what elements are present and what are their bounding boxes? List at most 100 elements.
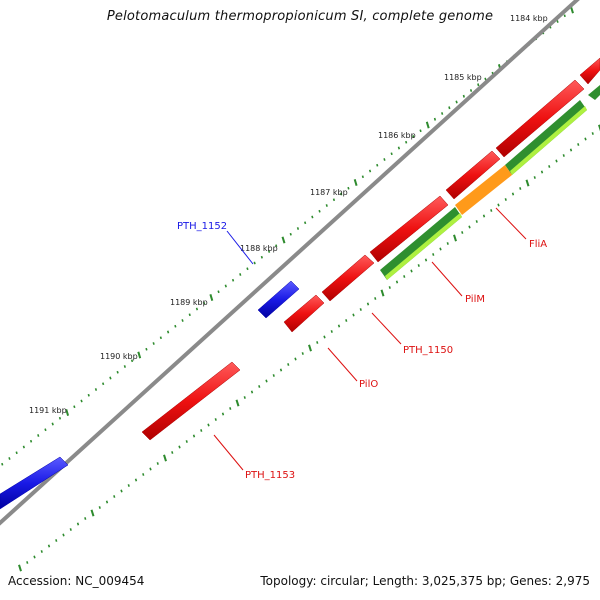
- outer-tick-minor: [224, 284, 227, 288]
- outer-tick-minor: [397, 146, 401, 150]
- callout-pth-1150: [371, 312, 402, 345]
- gene-pilm[interactable]: [369, 195, 449, 263]
- map-title: Pelotomaculum thermopropionicum SI, comp…: [106, 9, 494, 24]
- inner-tick-minor: [439, 247, 442, 251]
- outer-tick-minor: [80, 399, 83, 403]
- inner-tick-major: [380, 289, 385, 297]
- outer-tick-minor: [340, 192, 343, 196]
- inner-tick-minor: [243, 396, 246, 399]
- inner-tick-minor: [316, 341, 319, 344]
- label-flia[interactable]: FliA: [529, 239, 547, 250]
- callout-pilm: [431, 261, 463, 297]
- cds-band-2-light: [510, 106, 587, 175]
- tick-label-1191: 1191 kbp: [29, 406, 67, 415]
- inner-tick-minor: [410, 269, 413, 273]
- accession-text: Accession: NC_009454: [8, 574, 145, 588]
- outer-tick-minor: [469, 89, 473, 92]
- outer-tick-minor: [239, 273, 242, 276]
- outer-tick-minor: [405, 140, 408, 144]
- outer-tick-minor: [311, 215, 314, 219]
- inner-tick-minor: [47, 544, 51, 548]
- callout-flia: [495, 207, 527, 240]
- inner-tick-minor: [569, 148, 573, 152]
- outer-tick-minor: [109, 376, 112, 380]
- inner-tick-minor: [250, 390, 254, 394]
- inner-tick-minor: [134, 478, 138, 482]
- outer-tick-minor: [477, 83, 480, 87]
- inner-tick-minor: [577, 143, 580, 146]
- callout-pth-1152: [226, 230, 254, 265]
- inner-tick-minor: [359, 308, 362, 311]
- inner-tick-minor: [352, 313, 355, 317]
- inner-tick-minor: [258, 385, 261, 388]
- inner-tick-minor: [497, 203, 500, 207]
- outer-tick-minor: [203, 301, 206, 305]
- inner-tick-major: [308, 344, 312, 352]
- outer-tick-minor: [361, 175, 364, 179]
- inner-tick-minor: [417, 264, 420, 267]
- label-pilo[interactable]: PilO: [359, 379, 378, 390]
- outer-tick-minor: [383, 158, 386, 161]
- inner-tick-major: [18, 564, 22, 572]
- inner-tick-minor: [533, 176, 536, 179]
- outer-tick-minor: [166, 330, 170, 334]
- gene-red-5[interactable]: [445, 150, 501, 200]
- outer-tick-minor: [188, 313, 191, 317]
- tick-label-1188: 1188 kbp: [240, 244, 278, 253]
- inner-tick-minor: [294, 357, 297, 361]
- outer-tick-minor: [51, 422, 54, 426]
- outer-tick-minor: [87, 393, 90, 397]
- outer-tick-minor: [556, 20, 559, 23]
- outer-tick-major: [65, 409, 70, 416]
- outer-tick-minor: [37, 434, 40, 437]
- inner-tick-minor: [504, 198, 507, 201]
- inner-tick-minor: [265, 379, 268, 383]
- inner-tick-major: [453, 234, 457, 242]
- inner-tick-minor: [120, 489, 123, 493]
- gene-pth-1150[interactable]: [321, 254, 375, 302]
- inner-tick-minor: [519, 187, 522, 190]
- outer-tick-minor: [347, 186, 350, 190]
- inner-tick-minor: [229, 407, 232, 410]
- genome-summary-text: Topology: circular; Length: 3,025,375 bp…: [260, 574, 590, 588]
- inner-tick-minor: [591, 132, 594, 135]
- cds-band-2: [505, 100, 587, 175]
- inner-tick-minor: [323, 335, 326, 339]
- outer-tick-minor: [181, 319, 184, 322]
- inner-tick-minor: [584, 137, 587, 141]
- outer-tick-minor: [419, 129, 422, 133]
- outer-tick-minor: [22, 445, 25, 449]
- outer-tick-minor: [102, 382, 105, 386]
- outer-tick-minor: [304, 221, 307, 225]
- gene-red-6[interactable]: [495, 79, 585, 158]
- cds-band-1: [380, 207, 462, 280]
- outer-tick-minor: [174, 324, 177, 328]
- tick-label-1186: 1186 kbp: [378, 131, 416, 140]
- gene-red-7[interactable]: [579, 57, 600, 85]
- outer-tick-minor: [390, 152, 393, 156]
- inner-tick-minor: [482, 214, 486, 218]
- inner-tick-minor: [113, 495, 116, 498]
- inner-tick-minor: [69, 528, 72, 531]
- inner-tick-minor: [62, 533, 65, 537]
- gene-pth-1153[interactable]: [141, 361, 241, 441]
- outer-tick-minor: [29, 439, 33, 443]
- outer-tick-minor: [563, 14, 566, 18]
- gene-pilo[interactable]: [283, 294, 325, 333]
- fliA-band: [455, 165, 512, 215]
- inner-tick-minor: [200, 429, 203, 432]
- inner-tick-minor: [468, 225, 471, 229]
- gene-blue-left[interactable]: [0, 456, 69, 510]
- inner-tick-minor: [345, 319, 348, 322]
- gene-pth-1152[interactable]: [257, 280, 300, 319]
- outer-tick-minor: [267, 250, 271, 253]
- outer-tick-minor: [159, 336, 162, 340]
- inner-tick-minor: [33, 555, 36, 559]
- label-pth-1150[interactable]: PTH_1150: [403, 345, 453, 356]
- label-pilm[interactable]: PilM: [465, 294, 485, 305]
- callout-pilo: [327, 347, 358, 382]
- label-pth-1152[interactable]: PTH_1152: [177, 221, 227, 232]
- inner-tick-minor: [272, 374, 275, 377]
- label-pth-1153[interactable]: PTH_1153: [245, 470, 295, 481]
